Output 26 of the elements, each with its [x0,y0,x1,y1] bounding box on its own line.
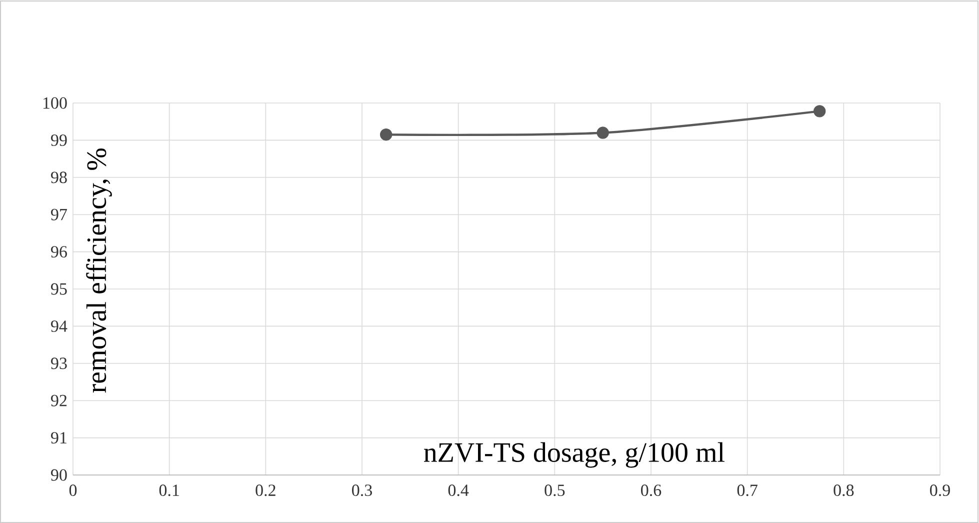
y-tick-label: 92 [51,394,67,406]
point [813,105,826,118]
y-tick-label: 98 [51,172,67,184]
x-tick-label: 0.9 [930,484,950,496]
y-tick-label: 99 [51,134,67,146]
x-tick-label: 0.6 [641,484,662,496]
y-tick-label: 93 [51,358,67,370]
y-tick-label: 100 [43,97,67,109]
y-tick-label: 95 [51,283,67,295]
point [596,126,609,139]
y-axis-title: removal efficiency, % [86,148,112,393]
y-tick-label: 90 [51,469,67,481]
point [380,128,392,141]
y-tick-label: 91 [51,432,66,444]
x-tick-label: 0.5 [544,484,565,496]
x-tick-label: 0.3 [352,484,372,496]
y-tick-label: 94 [51,320,68,332]
x-tick-label: 0.7 [737,484,758,496]
y-tick-label: 96 [51,246,67,258]
y-tick-label: 97 [51,208,67,220]
x-tick-label: 0 [69,484,77,496]
x-tick-label: 0.1 [159,484,179,496]
x-tick-label: 0.8 [834,484,854,496]
x-axis-title: nZVI-TS dosage, g/100 ml [424,442,724,468]
x-tick-label: 0.2 [256,484,276,496]
x-tick-label: 0.4 [448,484,469,496]
